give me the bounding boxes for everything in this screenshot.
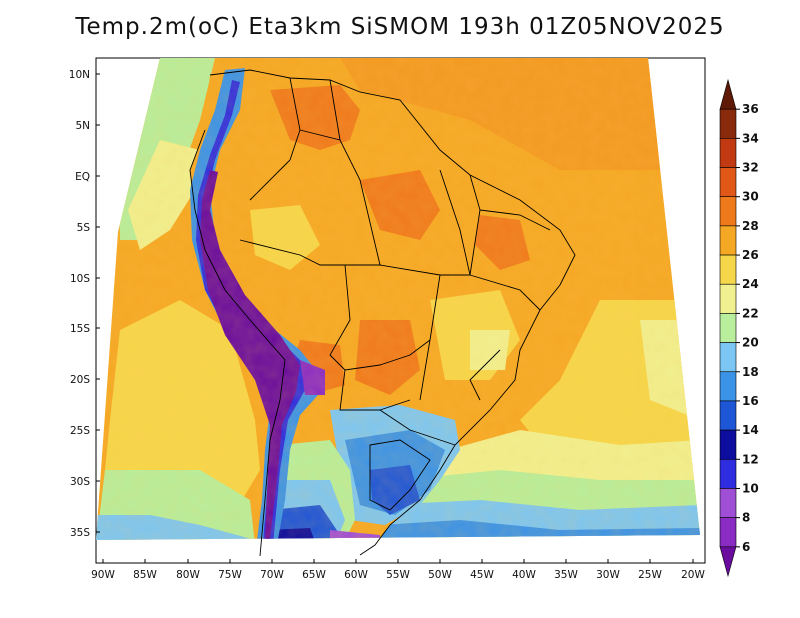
colorbar-swatch <box>719 488 737 518</box>
lon-label: 30W <box>596 569 620 581</box>
lon-label: 55W <box>386 569 410 581</box>
colorbar-tick-label: 24 <box>742 277 759 291</box>
lon-label: 50W <box>428 569 452 581</box>
lon-label: 70W <box>260 569 284 581</box>
lon-label: 90W <box>91 569 115 581</box>
border-lines <box>189 69 576 557</box>
colorbar-tick-label: 36 <box>742 102 759 116</box>
colorbar-swatch <box>719 517 737 548</box>
colorbar-tick-label: 12 <box>742 452 759 466</box>
colorbar-swatch <box>719 429 737 460</box>
lon-label: 75W <box>218 569 242 581</box>
colorbar-tick-label: 16 <box>742 394 759 408</box>
colorbar-swatch <box>719 313 737 343</box>
lat-label: 5S <box>77 222 91 234</box>
lat-label: 30S <box>70 476 90 488</box>
lon-label: 40W <box>512 569 536 581</box>
lat-label: 25S <box>70 425 90 437</box>
colorbar-tick-label: 28 <box>742 219 759 233</box>
lat-label: 35S <box>70 527 90 539</box>
lon-label: 45W <box>470 569 494 581</box>
colorbar-tick-label: 34 <box>742 131 759 145</box>
lon-label: 25W <box>638 569 662 581</box>
colorbar-tick-label: 6 <box>742 540 750 554</box>
colorbar-tick-label: 10 <box>742 481 759 495</box>
lat-ticks <box>96 73 100 533</box>
colorbar-swatch <box>719 254 737 285</box>
colorbar-tick-label: 22 <box>742 306 759 320</box>
colorbar-swatch <box>719 546 737 578</box>
lon-label: 80W <box>176 569 200 581</box>
colorbar-swatch <box>719 138 737 168</box>
colorbar-swatch <box>719 458 737 489</box>
colorbar-swatch <box>719 78 737 110</box>
colorbar-swatch <box>719 400 737 431</box>
temperature-field <box>96 58 700 540</box>
colorbar-swatch <box>719 196 737 227</box>
lat-label: 10N <box>69 69 90 81</box>
colorbar-swatch <box>719 283 737 314</box>
lon-label: 65W <box>302 569 326 581</box>
longitude-axis: 90W 85W 80W 75W 70W 65W 60W 55W 50W 45W … <box>91 569 705 581</box>
lat-label: 20S <box>70 374 90 386</box>
colorbar-swatch <box>719 108 737 139</box>
lon-label: 20W <box>681 569 705 581</box>
colorbar-tick-label: 8 <box>742 511 750 525</box>
lat-label: 10S <box>70 273 90 285</box>
map-title: Temp.2m(oC) Eta3km SiSMOM 193h 01Z05NOV2… <box>75 14 725 40</box>
colorbar-swatch <box>719 371 737 402</box>
colorbar-swatch <box>719 342 737 373</box>
lat-label: EQ <box>75 171 90 183</box>
lat-label: 15S <box>70 323 90 335</box>
colorbar-swatch <box>719 167 737 198</box>
lon-label: 35W <box>554 569 578 581</box>
latitude-axis: 10N 5N EQ 5S 10S 15S 20S 25S 30S 35S <box>69 69 91 539</box>
colorbar-tick-label: 14 <box>742 423 759 437</box>
colorbar-tick-label: 18 <box>742 365 759 379</box>
lat-label: 5N <box>75 120 90 132</box>
colorbar: 6 8 10 12 14 16 18 20 22 24 26 28 30 32 34 36 <box>719 78 759 578</box>
colorbar-tick-label: 30 <box>742 190 759 204</box>
colorbar-tick-label: 32 <box>742 161 759 175</box>
colorbar-swatch <box>719 225 737 256</box>
colorbar-tick-label: 26 <box>742 248 759 262</box>
colorbar-tick-label: 20 <box>742 336 759 350</box>
lon-ticks <box>102 559 694 563</box>
lon-label: 85W <box>133 569 157 581</box>
lon-label: 60W <box>344 569 368 581</box>
